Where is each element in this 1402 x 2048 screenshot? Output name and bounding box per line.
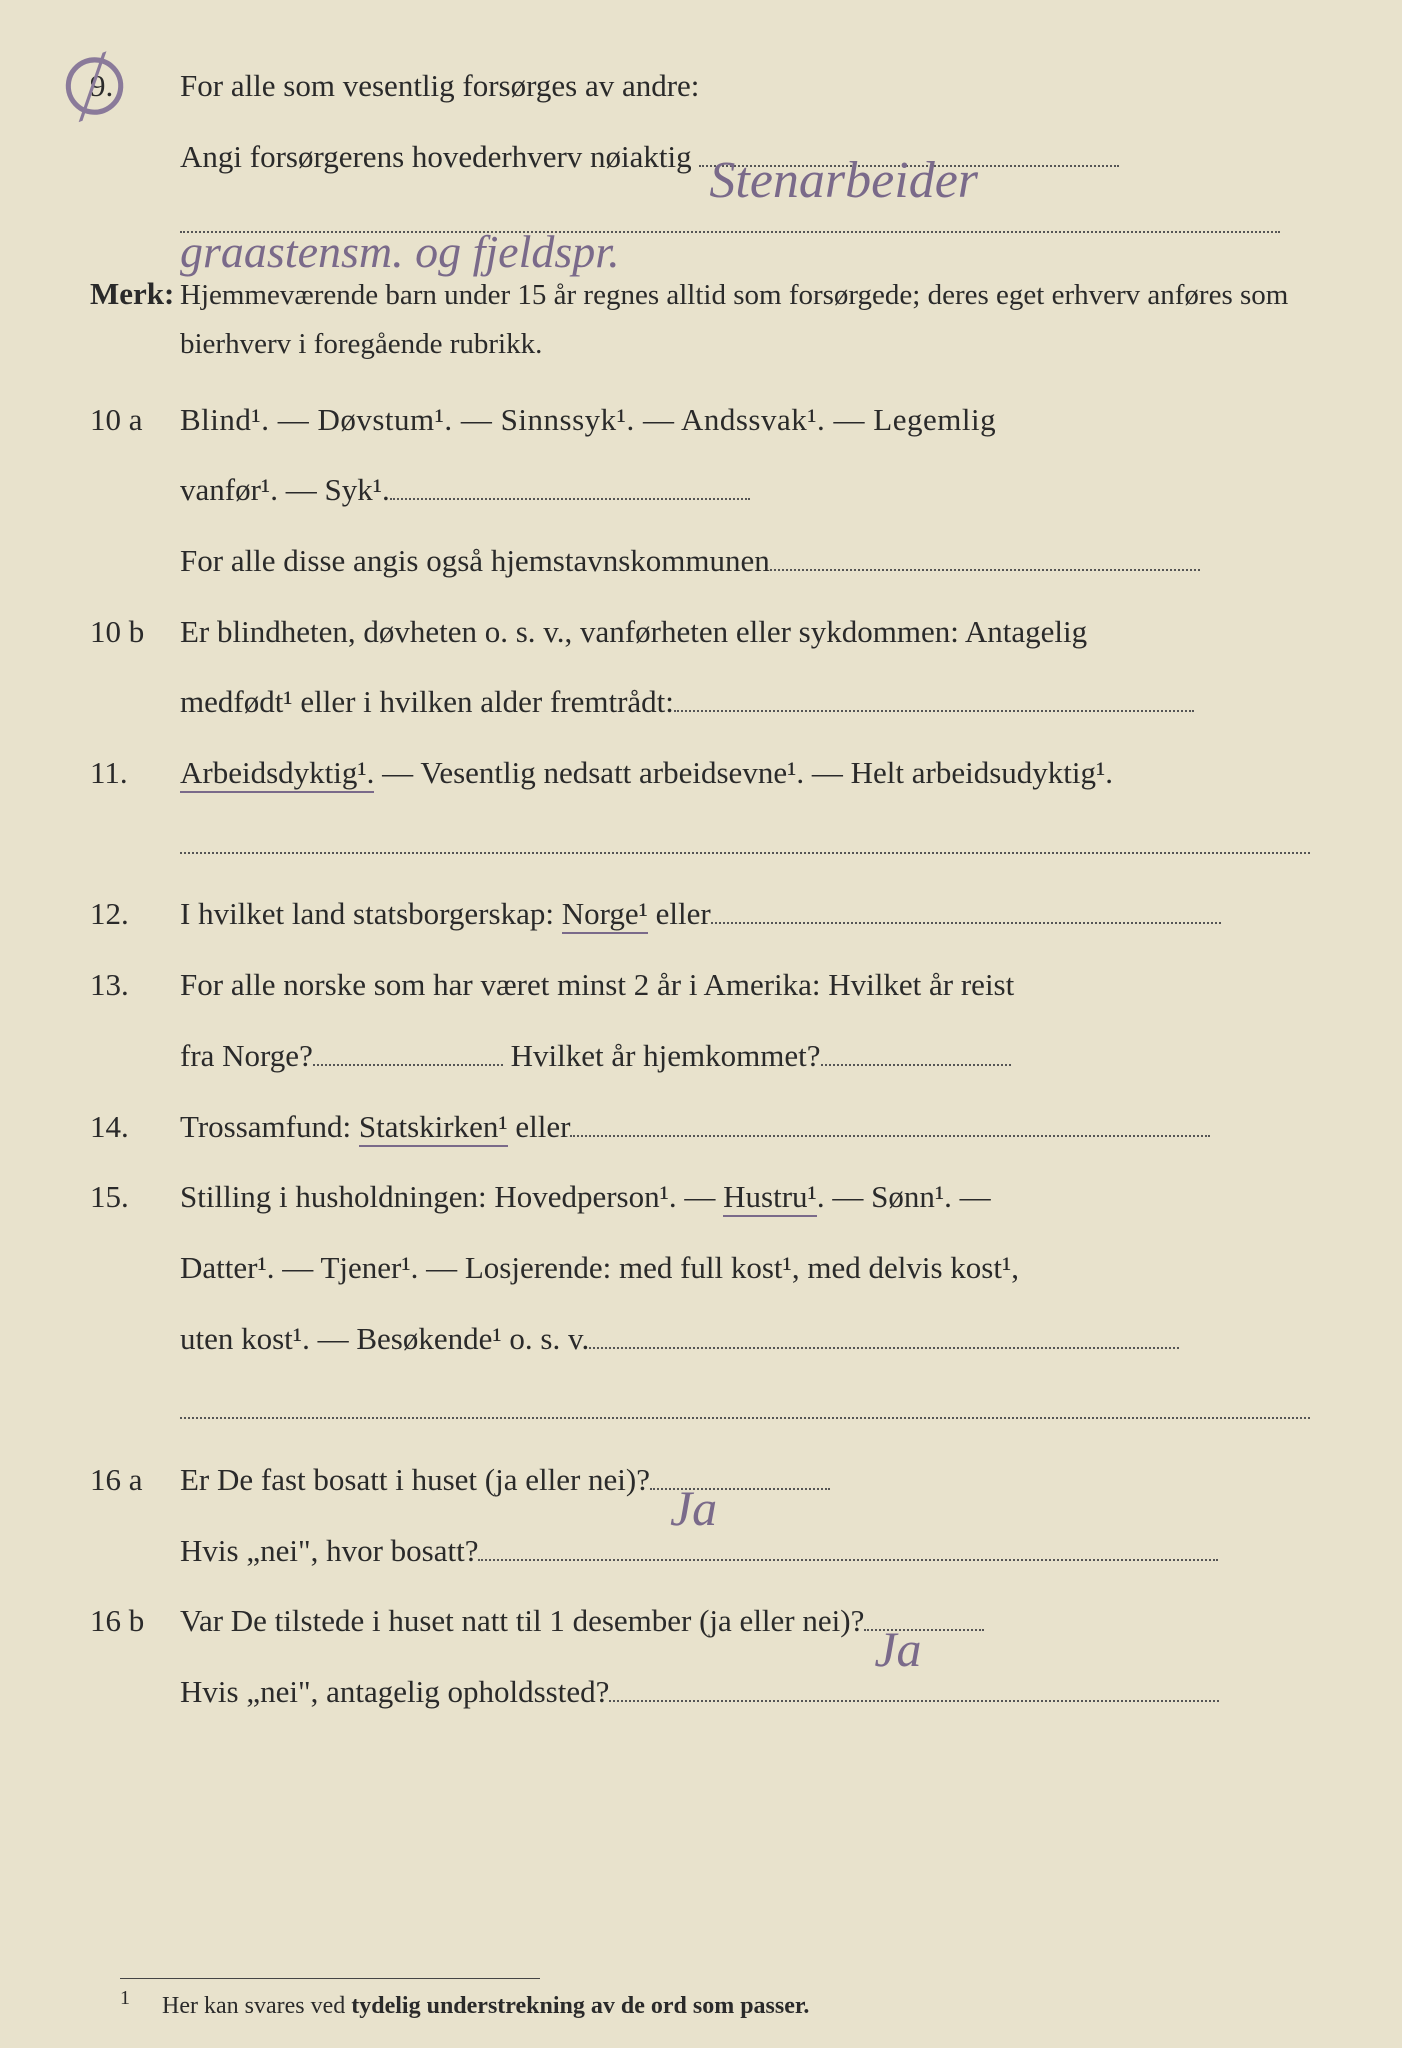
q15-line2: Datter¹. — Tjener¹. — Losjerende: med fu… [180,1250,1019,1285]
q9-number: 9. [90,60,180,113]
q9-line1: For alle som vesentlig forsørges av andr… [180,68,699,103]
q14-text-b: eller [508,1109,571,1144]
q16a-answer: Ja [670,1466,717,1551]
q16a-number: 16 a [90,1454,180,1507]
q12-number: 12. [90,888,180,941]
question-11: 11. Arbeidsdyktig¹. — Vesentlig nedsatt … [90,747,1332,800]
q13-number: 13. [90,959,180,1012]
question-16a: 16 a Er De fast bosatt i huset (ja eller… [90,1454,1332,1507]
footnote-marker: 1 [120,1987,130,2009]
q9-line2-label: Angi forsørgerens hovederhverv nøiaktig [180,139,692,174]
q14-opt-statskirken: Statskirken¹ [359,1109,508,1147]
question-14: 14. Trossamfund: Statskirken¹ eller [90,1101,1332,1154]
q10b-number: 10 b [90,606,180,659]
q15-number: 15. [90,1171,180,1224]
q9-handwritten-2: graastensm. og fjeldspr. [180,213,620,291]
q15-line3: uten kost¹. — Besøkende¹ o. s. v. [180,1321,589,1356]
q11-number: 11. [90,747,180,800]
q13-line1: For alle norske som har været minst 2 år… [180,967,1014,1002]
footnote-text: Her kan svares ved tydelig understreknin… [162,1993,809,2019]
q10a-line1: Blind¹. — Døvstum¹. — Sinnssyk¹. — Andss… [180,402,996,437]
q12-opt-norge: Norge¹ [562,896,648,934]
footnote: 1 Her kan svares ved tydelig understrekn… [120,1972,1322,2020]
q16b-line1: Var De tilstede i huset natt til 1 desem… [180,1603,864,1638]
question-13: 13. For alle norske som har været minst … [90,959,1332,1012]
q12-text-b: eller [648,896,711,931]
q10a-line3: For alle disse angis også hjemstavnskomm… [180,543,770,578]
q16b-line2: Hvis „nei", antagelig opholdssted? [180,1674,609,1709]
question-16b: 16 b Var De tilstede i huset natt til 1 … [90,1595,1332,1648]
q14-number: 14. [90,1101,180,1154]
q15-opt-hustru: Hustru¹ [723,1179,817,1217]
q11-rest: — Vesentlig nedsatt arbeidsevne¹. — Helt… [374,755,1113,790]
question-15: 15. Stilling i husholdningen: Hovedperso… [90,1171,1332,1224]
q16a-line2: Hvis „nei", hvor bosatt? [180,1533,478,1568]
q10a-number: 10 a [90,394,180,447]
q13-line2b: Hvilket år hjemkommet? [511,1038,821,1073]
census-form-page: ∅ 9. For alle som vesentlig forsørges av… [0,0,1402,2048]
q10b-line1: Er blindheten, døvheten o. s. v., vanfør… [180,614,1087,649]
q14-text-a: Trossamfund: [180,1109,359,1144]
question-10a: 10 a Blind¹. — Døvstum¹. — Sinnssyk¹. — … [90,394,1332,447]
merk-label: Merk: [90,276,174,311]
q16b-answer: Ja [874,1607,921,1692]
q13-line2a: fra Norge? [180,1038,313,1073]
q16a-line1: Er De fast bosatt i huset (ja eller nei)… [180,1462,650,1497]
q16b-number: 16 b [90,1595,180,1648]
question-12: 12. I hvilket land statsborgerskap: Norg… [90,888,1332,941]
question-10b: 10 b Er blindheten, døvheten o. s. v., v… [90,606,1332,659]
q15-line1a: Stilling i husholdningen: Hovedperson¹. … [180,1179,723,1214]
q15-line1b: . — Sønn¹. — [817,1179,991,1214]
q12-text-a: I hvilket land statsborgerskap: [180,896,562,931]
q10b-line2: medfødt¹ eller i hvilken alder fremtrådt… [180,684,674,719]
q10a-line2a: vanfør¹. — Syk¹. [180,472,390,507]
q11-opt-arbeidsdyktig: Arbeidsdyktig¹. [180,755,374,793]
question-9: 9. For alle som vesentlig forsørges av a… [90,60,1332,113]
